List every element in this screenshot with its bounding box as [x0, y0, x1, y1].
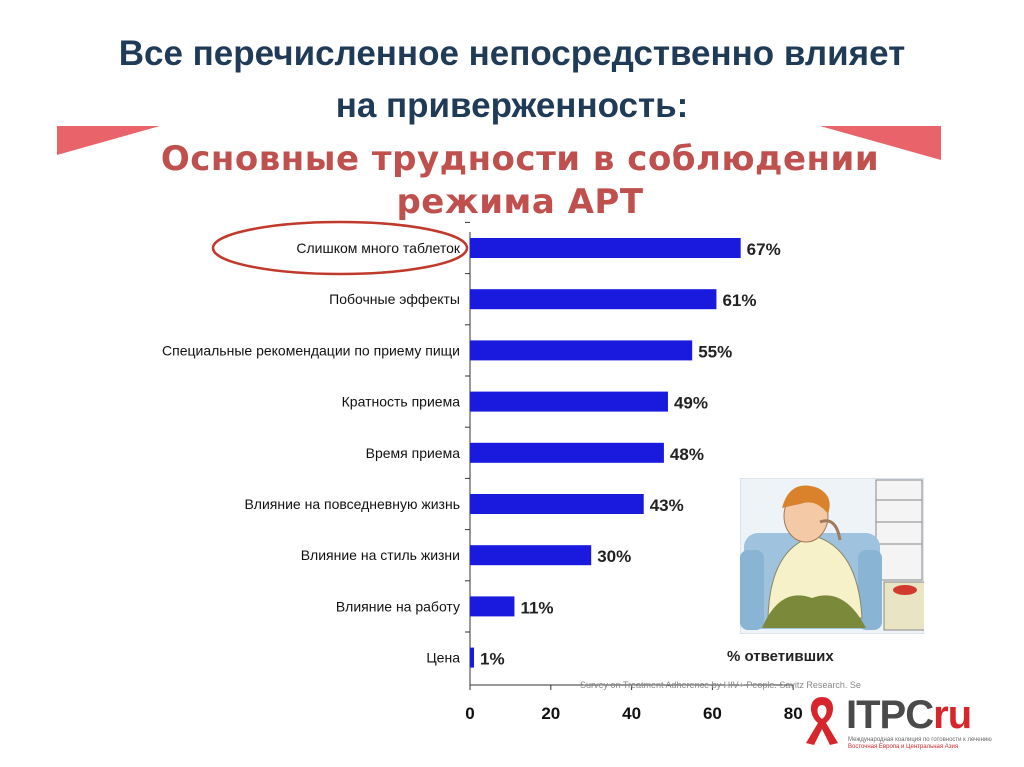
slide-title-line1: Все перечисленное непосредственно влияет	[118, 34, 906, 73]
category-label: Влияние на повседневную жизнь	[244, 496, 460, 512]
x-tick-label: 60	[703, 704, 722, 723]
chart-title-line2: режима АРТ	[396, 182, 644, 222]
bar	[470, 442, 664, 463]
logo-suffix: ru	[933, 693, 972, 737]
bar	[470, 494, 644, 514]
bar	[470, 238, 741, 258]
category-label: Специальные рекомендации по приему пищи	[162, 342, 460, 358]
x-tick-label: 20	[541, 704, 560, 723]
tired-person-illustration	[740, 478, 924, 634]
decorative-red-wedge-left	[57, 126, 160, 155]
category-label: Время приема	[366, 445, 461, 461]
category-label: Влияние на работу	[336, 598, 460, 614]
itpc-logo: ITPCru Международная коалиция по готовно…	[800, 693, 1000, 753]
ribbon-icon	[806, 697, 838, 745]
value-label: 61%	[722, 291, 756, 310]
x-tick-label: 0	[465, 704, 474, 723]
bar	[470, 647, 475, 668]
category-label: Кратность приема	[342, 394, 461, 410]
chart-source: Survey on Treatment Adherence by HIV+ Pe…	[580, 680, 861, 690]
decorative-red-wedge-right	[820, 126, 941, 160]
x-axis-label: % ответивших	[727, 648, 834, 665]
logo-wordmark: ITPCru	[846, 693, 972, 738]
category-label: Влияние на стиль жизни	[301, 547, 460, 563]
logo-subtitle: Международная коалиция по готовности к л…	[848, 737, 998, 751]
bar	[470, 289, 717, 310]
bar	[470, 391, 668, 412]
value-label: 67%	[747, 240, 781, 259]
chart-title: Основные трудности в соблюдении режима А…	[130, 138, 910, 224]
value-label: 48%	[670, 445, 704, 464]
x-tick-label: 40	[622, 704, 641, 723]
value-label: 11%	[520, 598, 553, 617]
bar	[470, 340, 693, 361]
value-label: 43%	[650, 496, 684, 515]
category-label: Слишком много таблеток	[296, 240, 460, 256]
category-label: Побочные эффекты	[329, 291, 460, 307]
slide-title: Все перечисленное непосредственно влияет…	[0, 28, 1024, 132]
logo-subtitle-line1: Международная коалиция по готовности к л…	[848, 737, 992, 743]
highlight-ellipse	[211, 220, 469, 276]
value-label: 30%	[597, 547, 631, 566]
value-label: 1%	[480, 650, 505, 669]
value-label: 55%	[698, 342, 732, 361]
category-label: Цена	[426, 650, 460, 666]
logo-subtitle-line2: Восточная Европа и Центральная Азия	[848, 744, 959, 750]
slide-title-line2: на приверженность:	[335, 86, 689, 125]
logo-name: ITPC	[846, 693, 934, 737]
value-label: 49%	[674, 394, 708, 413]
x-tick-label: 80	[784, 704, 803, 723]
bar	[470, 545, 592, 566]
bar	[470, 596, 515, 617]
chart-title-line1: Основные трудности в соблюдении	[160, 139, 880, 179]
